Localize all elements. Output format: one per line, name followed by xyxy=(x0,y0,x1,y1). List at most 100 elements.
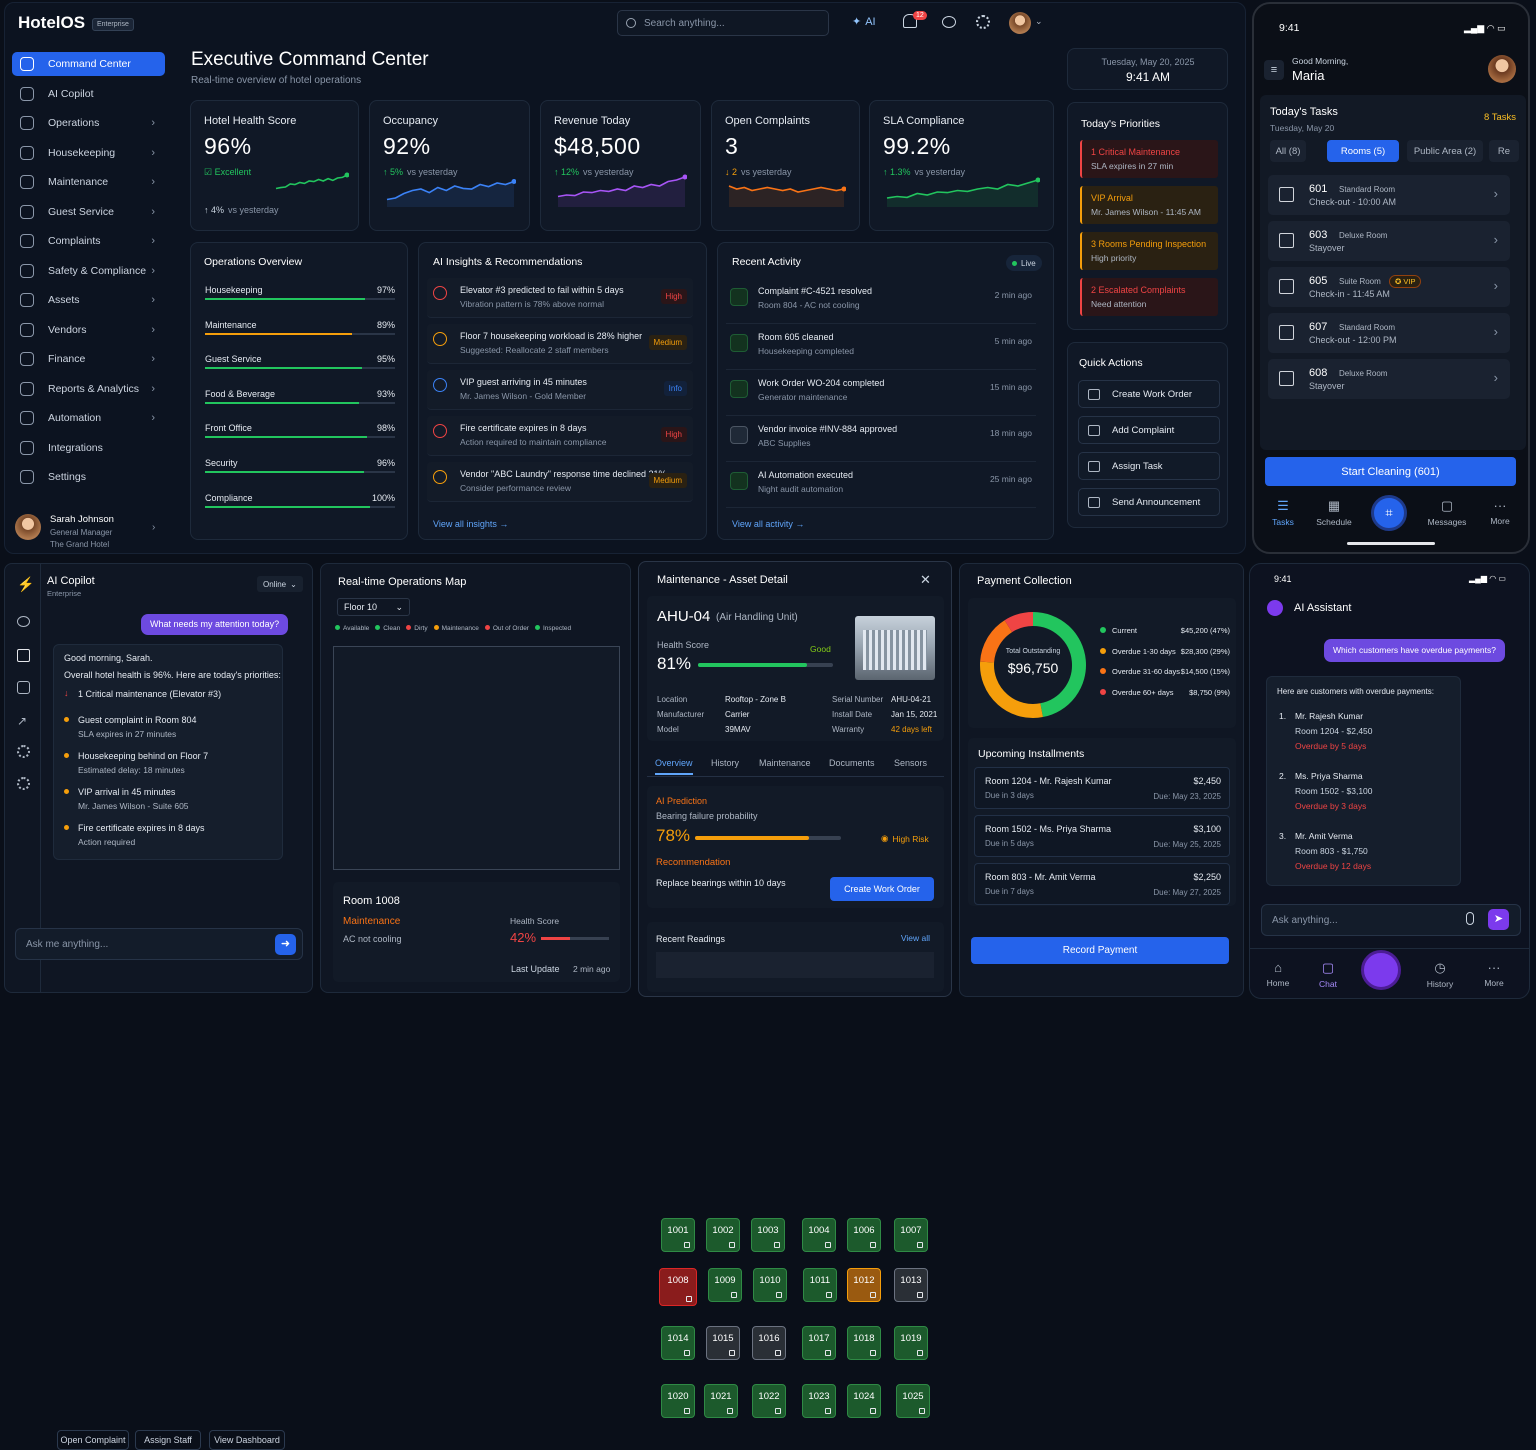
sidebar-item-command-center[interactable]: Command Center xyxy=(12,52,165,76)
copilot-priority-item[interactable]: Housekeeping behind on Floor 7 Estimated … xyxy=(64,751,208,775)
installment-item[interactable]: Room 1502 - Ms. Priya Sharma Due in 5 day… xyxy=(974,815,1230,857)
room-1021[interactable]: 1021 xyxy=(704,1384,738,1418)
sidebar-item-complaints[interactable]: Complaints › xyxy=(12,229,165,253)
close-icon[interactable]: ✕ xyxy=(920,572,931,587)
nav-schedule[interactable]: ▦ Schedule xyxy=(1314,498,1354,527)
kpi-card-open-complaints[interactable]: Open Complaints 3 ↓ 2 vs yesterday xyxy=(711,100,860,231)
room-1020[interactable]: 1020 xyxy=(661,1384,695,1418)
activity-item[interactable]: Complaint #C-4521 resolved Room 804 - AC … xyxy=(726,278,1036,324)
sidebar-item-integrations[interactable]: Integrations xyxy=(12,436,165,460)
rail-settings-icon[interactable] xyxy=(17,777,30,790)
ai-button[interactable]: ✦ AI xyxy=(852,15,876,29)
room-1008[interactable]: 1008 xyxy=(659,1268,697,1306)
room-1003[interactable]: 1003 xyxy=(751,1218,785,1252)
assistant-orb-button[interactable] xyxy=(1361,950,1401,990)
priority-item[interactable]: 2 Escalated Complaints Need attention xyxy=(1080,278,1218,316)
room-1014[interactable]: 1014 xyxy=(661,1326,695,1360)
nav-more[interactable]: ··· More xyxy=(1480,498,1520,526)
task-tab-3[interactable]: Re xyxy=(1489,140,1519,162)
copilot-input[interactable]: Ask me anything... xyxy=(15,928,303,960)
task-checkbox[interactable] xyxy=(1279,279,1294,294)
insight-item[interactable]: Elevator #3 predicted to fail within 5 d… xyxy=(427,278,693,318)
phone2-send-button[interactable]: ➤ xyxy=(1488,909,1509,930)
task-checkbox[interactable] xyxy=(1279,233,1294,248)
asset-tab-overview[interactable]: Overview xyxy=(655,758,693,775)
record-payment-button[interactable]: Record Payment xyxy=(971,937,1229,964)
kpi-card-sla-compliance[interactable]: SLA Compliance 99.2% ↑ 1.3% vs yesterday xyxy=(869,100,1054,231)
sidebar-item-guest-service[interactable]: Guest Service › xyxy=(12,200,165,224)
room-1013[interactable]: 1013 xyxy=(894,1268,928,1302)
task-tab-0[interactable]: All (8) xyxy=(1270,140,1306,162)
sidebar-item-vendors[interactable]: Vendors › xyxy=(12,318,165,342)
asset-tab-maintenance[interactable]: Maintenance xyxy=(759,758,811,773)
room-1010[interactable]: 1010 xyxy=(753,1268,787,1302)
room-1025[interactable]: 1025 xyxy=(896,1384,930,1418)
asset-tab-documents[interactable]: Documents xyxy=(829,758,875,773)
user-chevron-icon[interactable]: › xyxy=(152,522,156,533)
room-1023[interactable]: 1023 xyxy=(802,1384,836,1418)
sidebar-item-settings[interactable]: Settings xyxy=(12,465,165,489)
task-checkbox[interactable] xyxy=(1279,187,1294,202)
nav-home[interactable]: ⌂ Home xyxy=(1258,960,1298,988)
rail-gear-icon[interactable] xyxy=(17,745,30,758)
room-1017[interactable]: 1017 xyxy=(802,1326,836,1360)
chevron-down-icon[interactable]: ⌄ xyxy=(1035,16,1043,26)
task-room-603[interactable]: 603 Deluxe Room Stayover › xyxy=(1268,221,1510,261)
room-1009[interactable]: 1009 xyxy=(708,1268,742,1302)
floor-select[interactable]: Floor 10 ⌄ xyxy=(337,598,410,616)
insight-item[interactable]: Fire certificate expires in 8 days Action… xyxy=(427,416,693,456)
rail-chat-icon[interactable] xyxy=(17,616,30,627)
kpi-card-hotel-health-score[interactable]: Hotel Health Score 96% ↑ 4% vs yesterday ☑ E… xyxy=(190,100,359,231)
copilot-priority-item[interactable]: ↓ 1 Critical maintenance (Elevator #3) xyxy=(64,688,221,699)
quick-action-create-work-order[interactable]: Create Work Order xyxy=(1078,380,1220,408)
copilot-action-assign-staff[interactable]: Assign Staff xyxy=(135,1430,201,1450)
sidebar-item-safety-compliance[interactable]: Safety & Compliance › xyxy=(12,259,165,283)
task-checkbox[interactable] xyxy=(1279,325,1294,340)
task-room-607[interactable]: 607 Standard Room Check-out - 12:00 PM › xyxy=(1268,313,1510,353)
rail-building-icon[interactable] xyxy=(17,681,30,694)
room-1007[interactable]: 1007 xyxy=(894,1218,928,1252)
rail-trend-icon[interactable]: ↗ xyxy=(17,714,28,728)
start-cleaning-button[interactable]: Start Cleaning (601) xyxy=(1265,457,1516,486)
chat-icon[interactable] xyxy=(942,16,956,28)
sidebar-item-ai-copilot[interactable]: AI Copilot xyxy=(12,82,165,106)
installment-item[interactable]: Room 803 - Mr. Amit Verma Due in 7 days $2… xyxy=(974,863,1230,905)
task-room-608[interactable]: 608 Deluxe Room Stayover › xyxy=(1268,359,1510,399)
room-1002[interactable]: 1002 xyxy=(706,1218,740,1252)
insight-item[interactable]: VIP guest arriving in 45 minutes Mr. Jame… xyxy=(427,370,693,410)
quick-action-add-complaint[interactable]: Add Complaint xyxy=(1078,416,1220,444)
nav-tasks[interactable]: ☰ Tasks xyxy=(1263,498,1303,527)
room-1012[interactable]: 1012 xyxy=(847,1268,881,1302)
kpi-card-revenue-today[interactable]: Revenue Today $48,500 ↑ 12% vs yesterday xyxy=(540,100,701,231)
room-1001[interactable]: 1001 xyxy=(661,1218,695,1252)
nav-history[interactable]: ◷ History xyxy=(1420,960,1460,989)
sidebar-item-finance[interactable]: Finance › xyxy=(12,347,165,371)
gear-icon[interactable] xyxy=(976,15,990,29)
room-1015[interactable]: 1015 xyxy=(706,1326,740,1360)
room-1011[interactable]: 1011 xyxy=(803,1268,837,1302)
installment-item[interactable]: Room 1204 - Mr. Rajesh Kumar Due in 3 day… xyxy=(974,767,1230,809)
nav-messages[interactable]: ▢ Messages xyxy=(1427,498,1467,527)
copilot-action-view-dashboard[interactable]: View Dashboard xyxy=(209,1430,285,1450)
sidebar-item-reports-analytics[interactable]: Reports & Analytics › xyxy=(12,377,165,401)
nav-more[interactable]: ··· More xyxy=(1474,960,1514,988)
room-1024[interactable]: 1024 xyxy=(847,1384,881,1418)
copilot-action-open-complaint[interactable]: Open Complaint xyxy=(57,1430,129,1450)
room-1016[interactable]: 1016 xyxy=(752,1326,786,1360)
bell-icon[interactable] xyxy=(903,14,917,28)
send-button[interactable]: ➜ xyxy=(275,934,296,955)
sidebar-item-assets[interactable]: Assets › xyxy=(12,288,165,312)
insight-item[interactable]: Floor 7 housekeeping workload is 28% hig… xyxy=(427,324,693,364)
quick-action-send-announcement[interactable]: Send Announcement xyxy=(1078,488,1220,516)
priority-item[interactable]: 1 Critical Maintenance SLA expires in 27 … xyxy=(1080,140,1218,178)
hamburger-icon[interactable]: ≡ xyxy=(1264,60,1284,80)
copilot-priority-item[interactable]: Fire certificate expires in 8 days Action… xyxy=(64,823,205,847)
insight-item[interactable]: Vendor "ABC Laundry" response time decli… xyxy=(427,462,693,502)
create-work-order-button[interactable]: Create Work Order xyxy=(830,877,934,901)
asset-tab-sensors[interactable]: Sensors xyxy=(894,758,927,773)
sidebar-item-automation[interactable]: Automation › xyxy=(12,406,165,430)
copilot-priority-item[interactable]: VIP arrival in 45 minutes Mr. James Wilso… xyxy=(64,787,189,811)
room-1018[interactable]: 1018 xyxy=(847,1326,881,1360)
quick-action-assign-task[interactable]: Assign Task xyxy=(1078,452,1220,480)
task-tab-1[interactable]: Rooms (5) xyxy=(1327,140,1399,162)
